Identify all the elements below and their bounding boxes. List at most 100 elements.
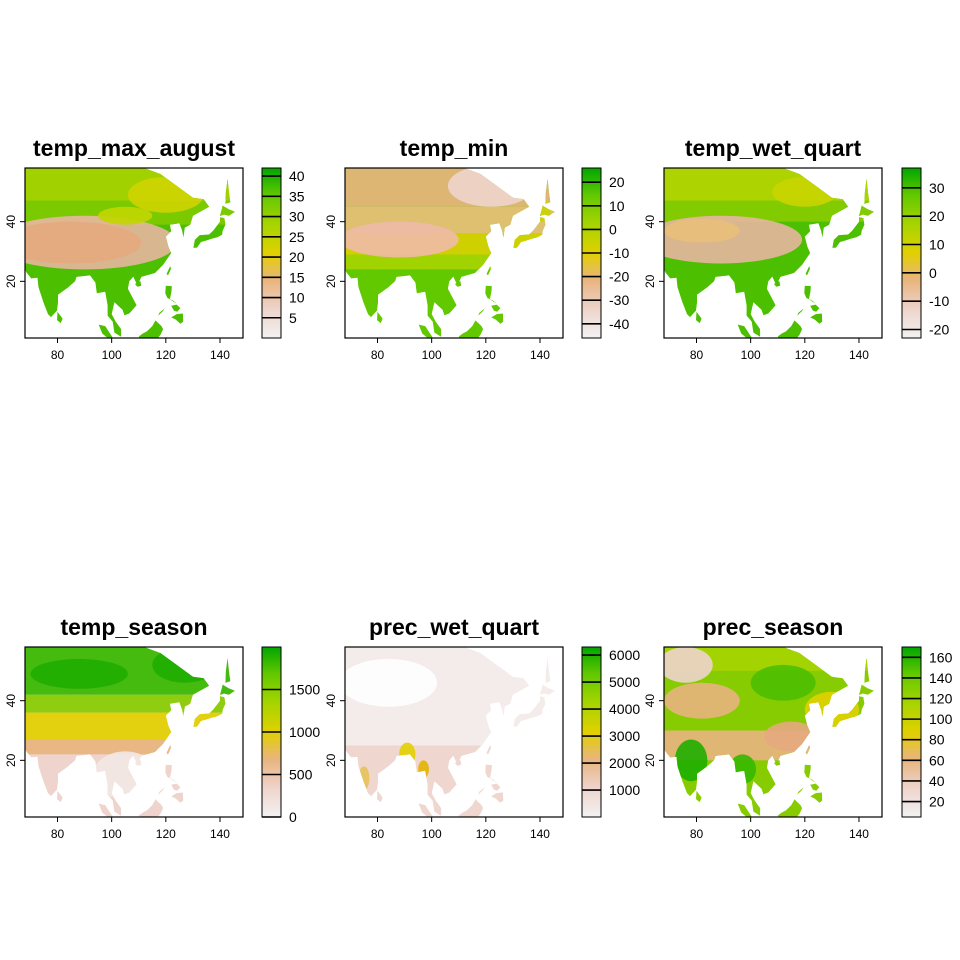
map-panel-temp_min: temp_min 80 100 120 140 20 40 -40 -30 -20 -10 0 10 20 <box>324 135 629 362</box>
legend-label: 6000 <box>609 647 640 663</box>
x-tick-label: 140 <box>210 348 230 362</box>
raster-map: 80 100 120 140 20 40 <box>324 167 564 362</box>
x-tick-label: 100 <box>422 827 442 841</box>
map-panel-temp_max_august: temp_max_august 80 100 120 140 20 40 5 10 15 20 25 3… <box>4 135 305 362</box>
x-tick-label: 120 <box>476 827 496 841</box>
legend-label: 20 <box>929 208 945 224</box>
legend-label: 40 <box>929 773 945 789</box>
legend-label: 1000 <box>609 782 640 798</box>
legend-label: 25 <box>289 229 305 245</box>
legend-label: 3000 <box>609 728 640 744</box>
legend-label: 5000 <box>609 674 640 690</box>
legend-label: 1000 <box>289 724 320 740</box>
legend-colorbar: 0 500 1000 1500 <box>261 646 320 825</box>
panel-title: prec_wet_quart <box>369 614 539 640</box>
x-tick-label: 80 <box>371 348 385 362</box>
legend-label: 20 <box>929 794 945 810</box>
raster-map: 80 100 120 140 20 40 <box>324 646 564 841</box>
legend-label: -40 <box>609 316 629 332</box>
legend-label: 1500 <box>289 682 320 698</box>
x-tick-label: 80 <box>371 827 385 841</box>
x-tick-label: 120 <box>156 827 176 841</box>
legend-label: 40 <box>289 168 305 184</box>
x-tick-label: 140 <box>530 348 550 362</box>
raster-map: 80 100 120 140 20 40 <box>643 167 883 362</box>
x-tick-label: 100 <box>741 827 761 841</box>
map-frame <box>24 167 244 339</box>
legend-label: 0 <box>929 265 937 281</box>
legend-label: -30 <box>609 292 629 308</box>
y-tick-label: 40 <box>643 215 657 229</box>
legend-label: 2000 <box>609 755 640 771</box>
x-tick-label: 140 <box>849 348 869 362</box>
legend-colorbar: 5 10 15 20 25 30 35 40 <box>261 167 305 339</box>
y-tick-label: 20 <box>643 753 657 767</box>
x-tick-label: 80 <box>51 827 65 841</box>
map-panel-prec_wet_quart: prec_wet_quart 80 100 120 140 20 40 1000 2000 300… <box>324 614 640 841</box>
raster-map: 80 100 120 140 20 40 <box>4 167 244 362</box>
raster-map: 80 100 120 140 20 40 <box>643 646 883 841</box>
legend-label: 30 <box>289 209 305 225</box>
x-tick-label: 120 <box>795 348 815 362</box>
map-frame <box>344 167 564 339</box>
panel-title: temp_season <box>60 614 207 640</box>
legend-label: -10 <box>929 293 949 309</box>
y-tick-label: 20 <box>4 753 18 767</box>
x-tick-label: 80 <box>690 827 704 841</box>
legend-colorbar: -40 -30 -20 -10 0 10 20 <box>581 167 629 339</box>
x-tick-label: 140 <box>530 827 550 841</box>
y-tick-label: 20 <box>4 274 18 288</box>
x-tick-label: 120 <box>795 827 815 841</box>
legend-label: 30 <box>929 180 945 196</box>
panel-title: temp_wet_quart <box>685 135 862 161</box>
y-tick-label: 40 <box>4 215 18 229</box>
legend-label: 160 <box>929 649 953 665</box>
panel-title: temp_max_august <box>33 135 235 161</box>
legend-label: 500 <box>289 767 313 783</box>
y-tick-label: 40 <box>324 215 338 229</box>
map-frame <box>344 646 564 818</box>
x-tick-label: 120 <box>156 348 176 362</box>
legend-label: 5 <box>289 310 297 326</box>
x-tick-label: 100 <box>102 827 122 841</box>
x-tick-label: 80 <box>51 348 65 362</box>
legend-label: 0 <box>609 221 617 237</box>
x-tick-label: 100 <box>741 348 761 362</box>
x-tick-label: 100 <box>102 348 122 362</box>
legend-label: -20 <box>929 322 949 338</box>
legend-label: 20 <box>609 174 625 190</box>
legend-label: 10 <box>929 237 945 253</box>
legend-label: 80 <box>929 732 945 748</box>
legend-colorbar: 20 40 60 80 100 120 140 160 <box>901 646 953 818</box>
legend-label: -20 <box>609 269 629 285</box>
map-panel-temp_season: temp_season 80 100 120 140 20 40 0 500 1000 1500 <box>4 614 320 841</box>
legend-label: 10 <box>289 290 305 306</box>
legend-label: 35 <box>289 188 305 204</box>
raster-map: 80 100 120 140 20 40 <box>4 646 244 841</box>
panel-title: prec_season <box>703 614 844 640</box>
legend-label: 20 <box>289 249 305 265</box>
map-panel-prec_season: prec_season 80 100 120 140 20 40 20 40 60 80 100 120… <box>643 614 953 841</box>
legend-label: 140 <box>929 670 953 686</box>
map-frame <box>24 646 244 818</box>
legend-label: 4000 <box>609 701 640 717</box>
legend-label: 120 <box>929 691 953 707</box>
legend-label: 15 <box>289 269 305 285</box>
y-tick-label: 20 <box>324 274 338 288</box>
map-frame <box>663 646 883 818</box>
legend-label: 60 <box>929 752 945 768</box>
x-tick-label: 140 <box>849 827 869 841</box>
x-tick-label: 120 <box>476 348 496 362</box>
legend-label: 10 <box>609 198 625 214</box>
map-panel-temp_wet_quart: temp_wet_quart 80 100 120 140 20 40 -20 -10 0 10 20… <box>643 135 949 362</box>
y-tick-label: 40 <box>4 694 18 708</box>
y-tick-label: 40 <box>643 694 657 708</box>
y-tick-label: 40 <box>324 694 338 708</box>
x-tick-label: 100 <box>422 348 442 362</box>
legend-label: -10 <box>609 245 629 261</box>
x-tick-label: 140 <box>210 827 230 841</box>
panel-title: temp_min <box>400 135 509 161</box>
legend-colorbar: -20 -10 0 10 20 30 <box>901 167 949 339</box>
x-tick-label: 80 <box>690 348 704 362</box>
